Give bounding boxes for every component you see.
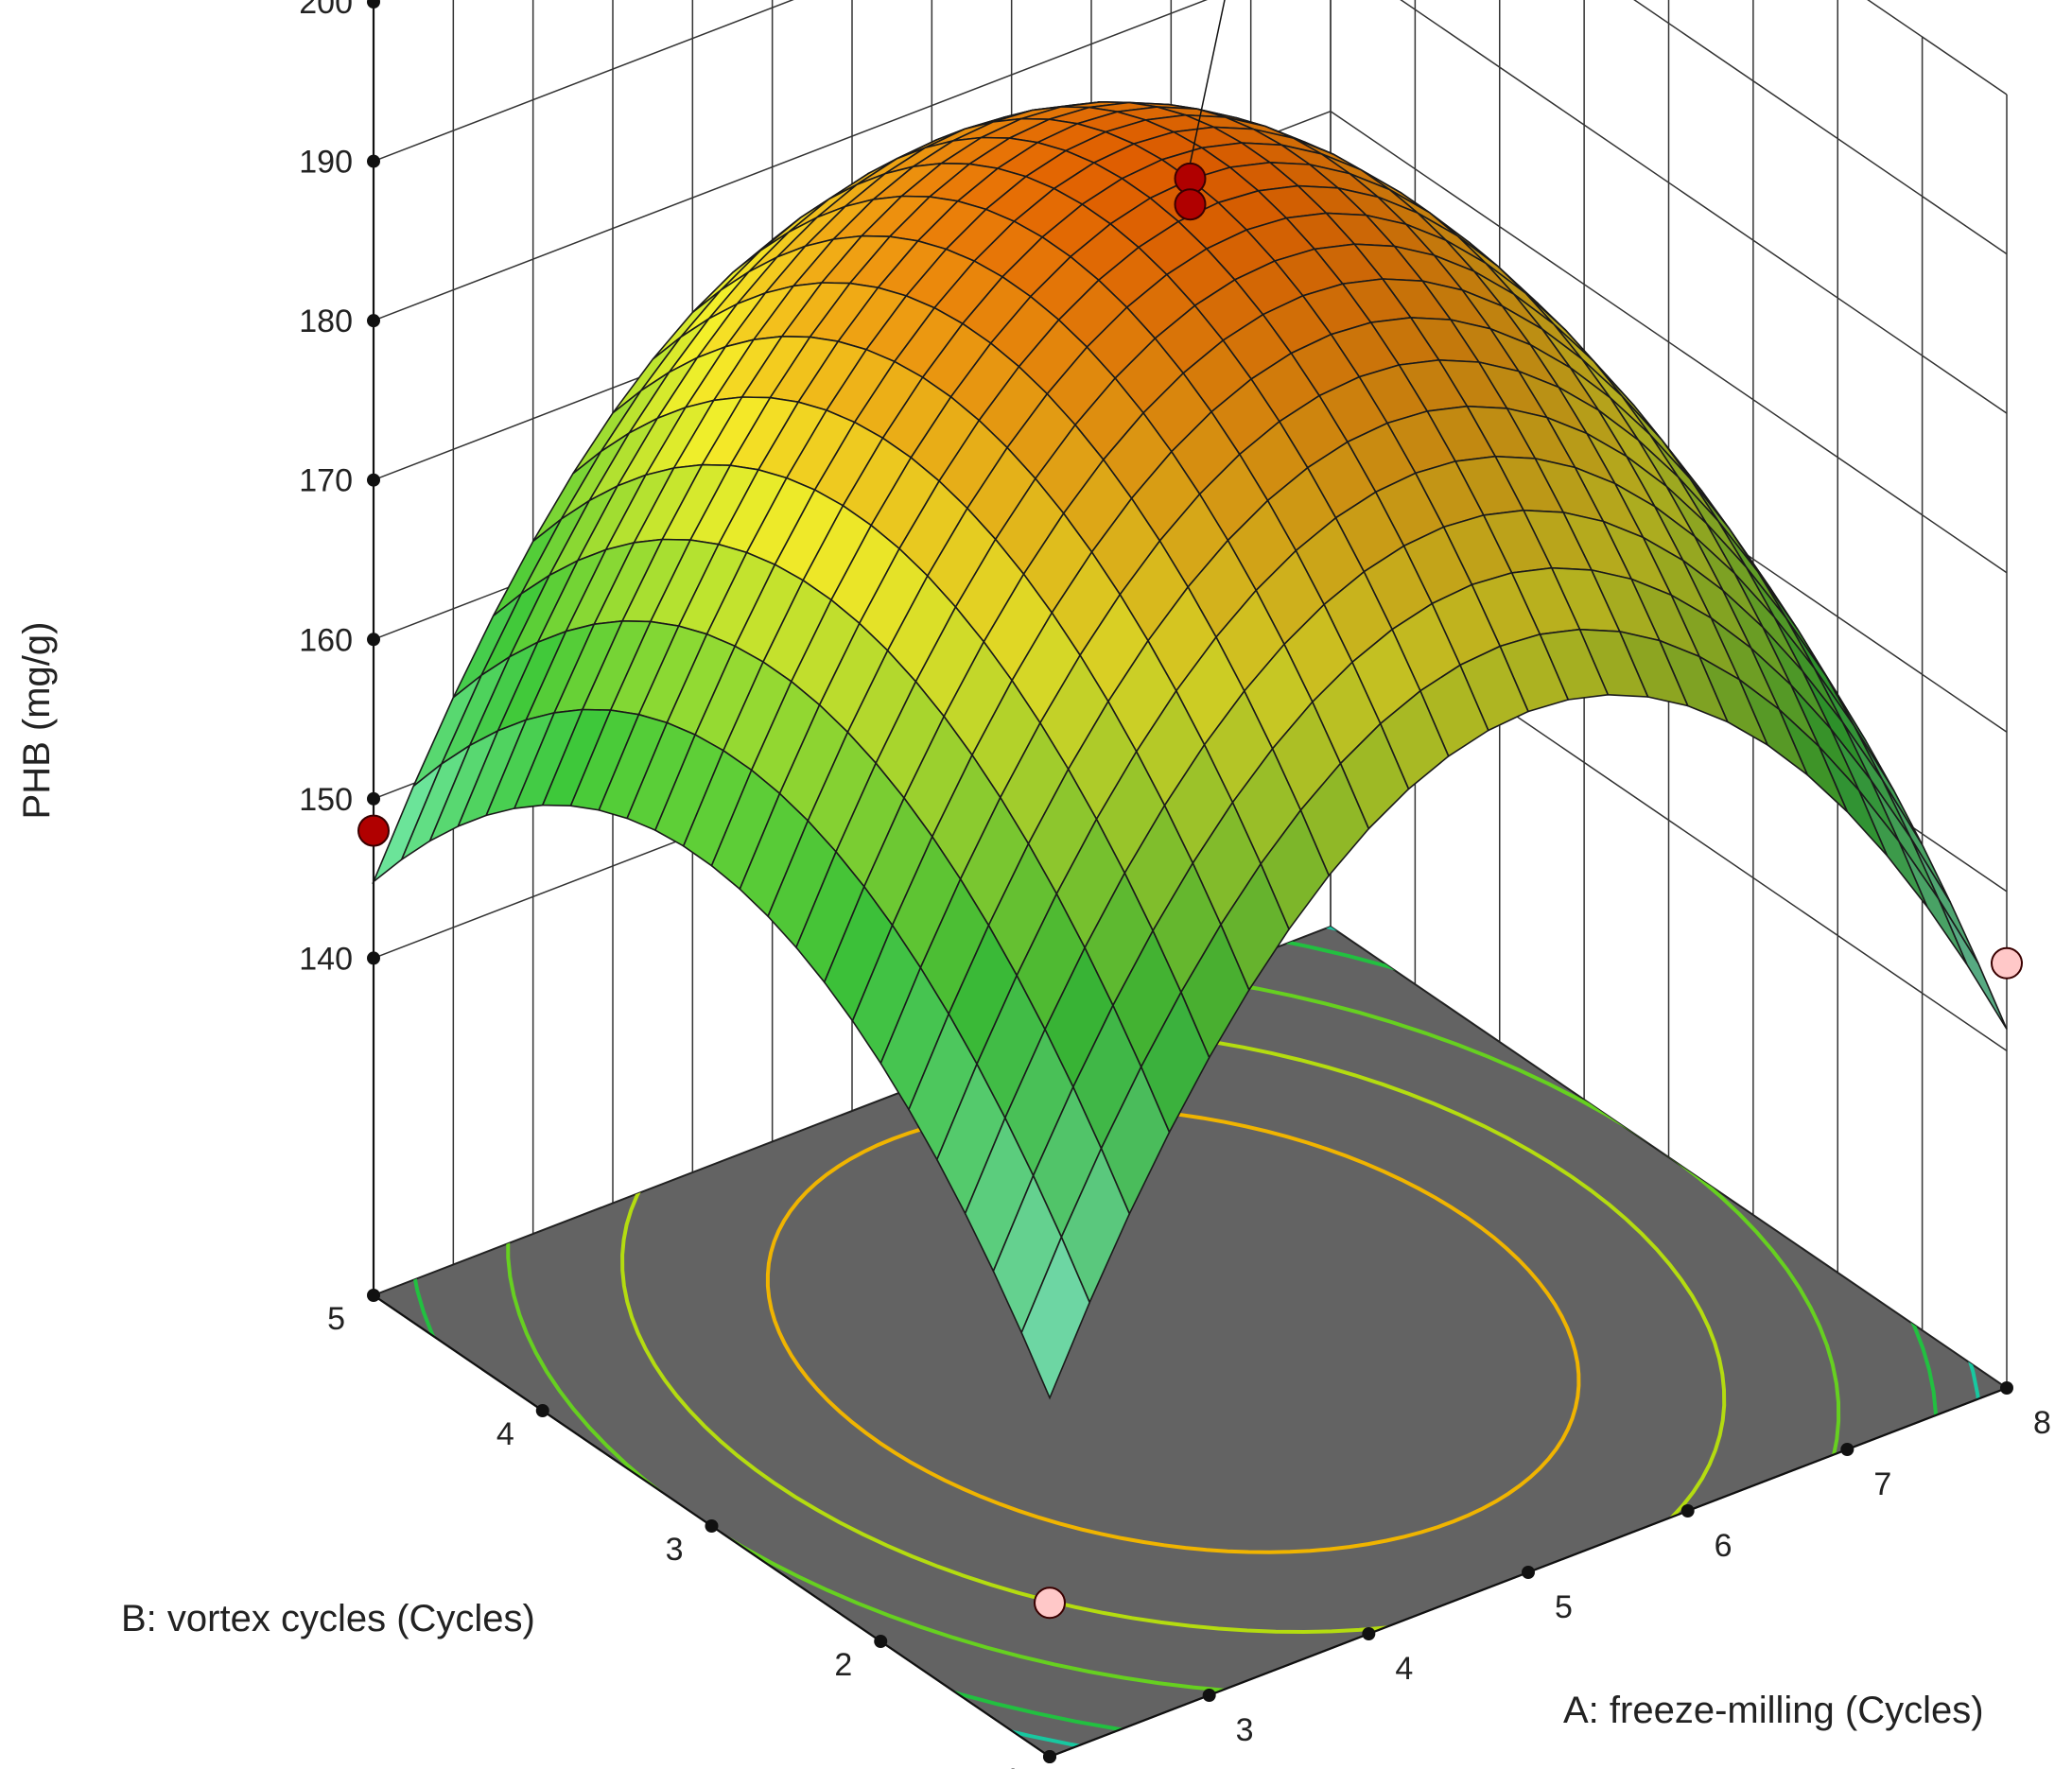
x-tick-dot bbox=[1202, 1689, 1216, 1702]
y-tick-dot bbox=[535, 1404, 549, 1417]
response-surface bbox=[372, 100, 2008, 1400]
z-tick-label: 150 bbox=[299, 782, 353, 818]
z-tick-label: 170 bbox=[299, 463, 353, 499]
surface-cell bbox=[1898, 841, 1968, 965]
y-tick-label: 3 bbox=[666, 1532, 684, 1568]
z-tick-label: 200 bbox=[299, 0, 353, 21]
z-tick-label: 180 bbox=[299, 304, 353, 339]
y-tick-label: 2 bbox=[834, 1647, 852, 1683]
x-tick-label: 4 bbox=[1395, 1651, 1413, 1687]
design-point bbox=[357, 814, 390, 847]
x-axis-title: A: freeze-milling (Cycles) bbox=[1563, 1690, 1984, 1731]
z-tick-label: 160 bbox=[299, 622, 353, 658]
y-tick-label: 5 bbox=[327, 1301, 345, 1337]
design-points bbox=[357, 162, 2023, 1620]
z-tick-dot bbox=[367, 633, 380, 647]
x-tick-dot bbox=[1362, 1627, 1376, 1640]
x-tick-dot bbox=[1522, 1566, 1535, 1579]
x-tick-dot bbox=[1840, 1443, 1854, 1456]
y-tick-dot bbox=[1043, 1750, 1056, 1763]
surface-cell bbox=[1020, 1235, 1091, 1400]
z-tick-dot bbox=[367, 0, 380, 9]
x-tick-dot bbox=[2000, 1381, 2013, 1395]
axes: 140150160170180190200234567812345 bbox=[299, 0, 2051, 1769]
design-point bbox=[1174, 188, 1207, 221]
x-tick-label: 8 bbox=[2033, 1405, 2051, 1441]
z-tick-dot bbox=[367, 791, 380, 806]
design-point bbox=[1034, 1587, 1066, 1620]
z-tick-dot bbox=[367, 314, 380, 328]
x-tick-label: 7 bbox=[1873, 1466, 1891, 1502]
z-tick-label: 190 bbox=[299, 145, 353, 181]
z-tick-dot bbox=[367, 154, 380, 168]
y-tick-label: 1 bbox=[1003, 1762, 1021, 1769]
z-axis-title: PHB (mg/g) bbox=[16, 622, 58, 820]
y-tick-dot bbox=[367, 1289, 380, 1302]
y-axis-title: B: vortex cycles (Cycles) bbox=[121, 1598, 535, 1639]
max-annotation: 191.822 bbox=[1189, 0, 1226, 165]
annotation-leader bbox=[1189, 0, 1226, 165]
z-tick-dot bbox=[367, 951, 380, 965]
y-tick-label: 4 bbox=[496, 1416, 514, 1452]
z-tick-label: 140 bbox=[299, 941, 353, 977]
x-tick-label: 6 bbox=[1715, 1528, 1732, 1564]
design-point bbox=[1991, 946, 2023, 980]
y-tick-dot bbox=[874, 1635, 888, 1648]
z-tick-dot bbox=[367, 473, 380, 487]
x-tick-label: 3 bbox=[1236, 1712, 1254, 1748]
y-tick-dot bbox=[705, 1519, 719, 1533]
x-tick-label: 5 bbox=[1555, 1589, 1573, 1625]
surface-cell bbox=[1909, 837, 1979, 964]
x-tick-dot bbox=[1680, 1504, 1695, 1518]
